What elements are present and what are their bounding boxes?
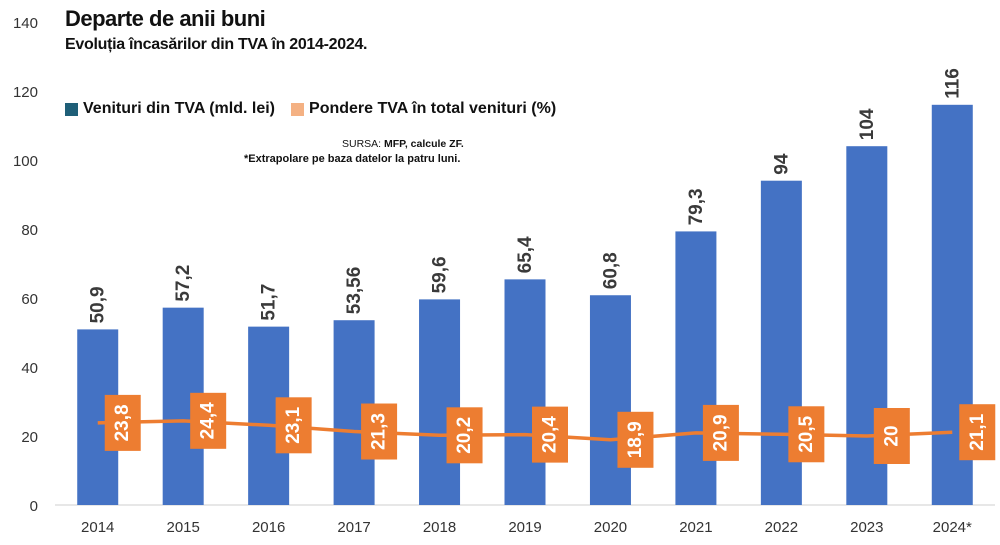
x-tick-label: 2018 [423,519,456,536]
line-value-label: 21,1 [967,413,988,450]
bar [589,295,631,505]
chart-title: Departe de anii buni [65,6,266,31]
y-tick-label: 120 [13,84,38,101]
line-label-box [959,404,996,461]
x-tick-label: 2016 [252,519,285,536]
source-text: MFP, calcule ZF. [384,138,464,150]
bar-value-label: 50,9 [88,286,109,323]
y-tick-label: 140 [13,15,38,32]
bar [675,231,717,506]
line-value-label: 24,4 [198,402,219,439]
bar-value-label: 59,6 [430,256,451,293]
line-label-box [617,411,654,468]
line-value-label: 20,2 [454,417,475,454]
bar [419,299,461,505]
bar-value-label: 53,56 [344,267,365,315]
bar-value-label: 116 [942,68,963,99]
bar [504,279,546,505]
line-label-box [873,408,910,464]
chart-source: SURSA: MFP, calcule ZF. [342,138,464,150]
y-tick-label: 40 [21,360,38,377]
line-value-label: 20,9 [710,414,731,451]
line-label-box [190,392,227,449]
line-label-box [446,407,483,464]
line-label-box [361,403,398,460]
y-tick-label: 100 [13,153,38,170]
y-tick-label: 0 [30,498,38,515]
legend-label-revenue: Venituri din TVA (mld. lei) [83,100,276,117]
line-label-box [788,406,825,463]
source-label: SURSA: [342,138,382,150]
bar-value-label: 57,2 [173,265,194,302]
legend-swatch-revenue [65,102,78,116]
bar-value-label: 51,7 [259,284,280,321]
x-tick-label: 2023 [850,519,883,536]
line-label-box [275,397,312,454]
line-value-label: 21,3 [369,413,390,450]
line-value-label: 23,1 [283,406,304,443]
y-tick-label: 20 [21,429,38,446]
line-label-box [104,394,141,451]
y-tick-label: 60 [21,291,38,308]
legend-label-share: Pondere TVA în total venituri (%) [309,100,557,117]
legend-swatch-share [291,102,305,116]
x-tick-label: 2020 [594,519,627,536]
bar-value-label: 104 [857,108,878,140]
chart-subtitle: Evoluția încasărilor din TVA în 2014-202… [65,36,368,53]
bar-value-label: 65,4 [515,236,536,273]
bar-value-label: 79,3 [686,188,707,225]
line-value-label: 18,9 [625,421,646,458]
legend-item-share: Pondere TVA în total venituri (%) [291,100,556,118]
bar-value-label: 94 [771,153,792,175]
bar-value-label: 60,8 [600,252,621,289]
chart-note: *Extrapolare pe baza datelor la patru lu… [244,153,461,165]
line-label-box [702,404,739,461]
x-tick-label: 2019 [508,519,541,536]
chart-legend: Venituri din TVA (mld. lei) Pondere TVA … [65,100,572,118]
x-tick-label: 2024* [933,519,972,536]
x-tick-label: 2021 [679,519,712,536]
x-tick-label: 2022 [765,519,798,536]
x-tick-label: 2014 [81,519,114,536]
line-label-box [532,406,568,463]
line-value-label: 20,4 [540,416,561,453]
y-tick-label: 80 [21,222,38,239]
line-value-label: 20 [881,425,902,446]
legend-item-revenue: Venituri din TVA (mld. lei) [65,100,275,118]
line-value-label: 20,5 [796,415,817,452]
x-tick-label: 2015 [166,519,199,536]
line-value-label: 23,8 [112,404,133,441]
x-tick-label: 2017 [337,519,370,536]
